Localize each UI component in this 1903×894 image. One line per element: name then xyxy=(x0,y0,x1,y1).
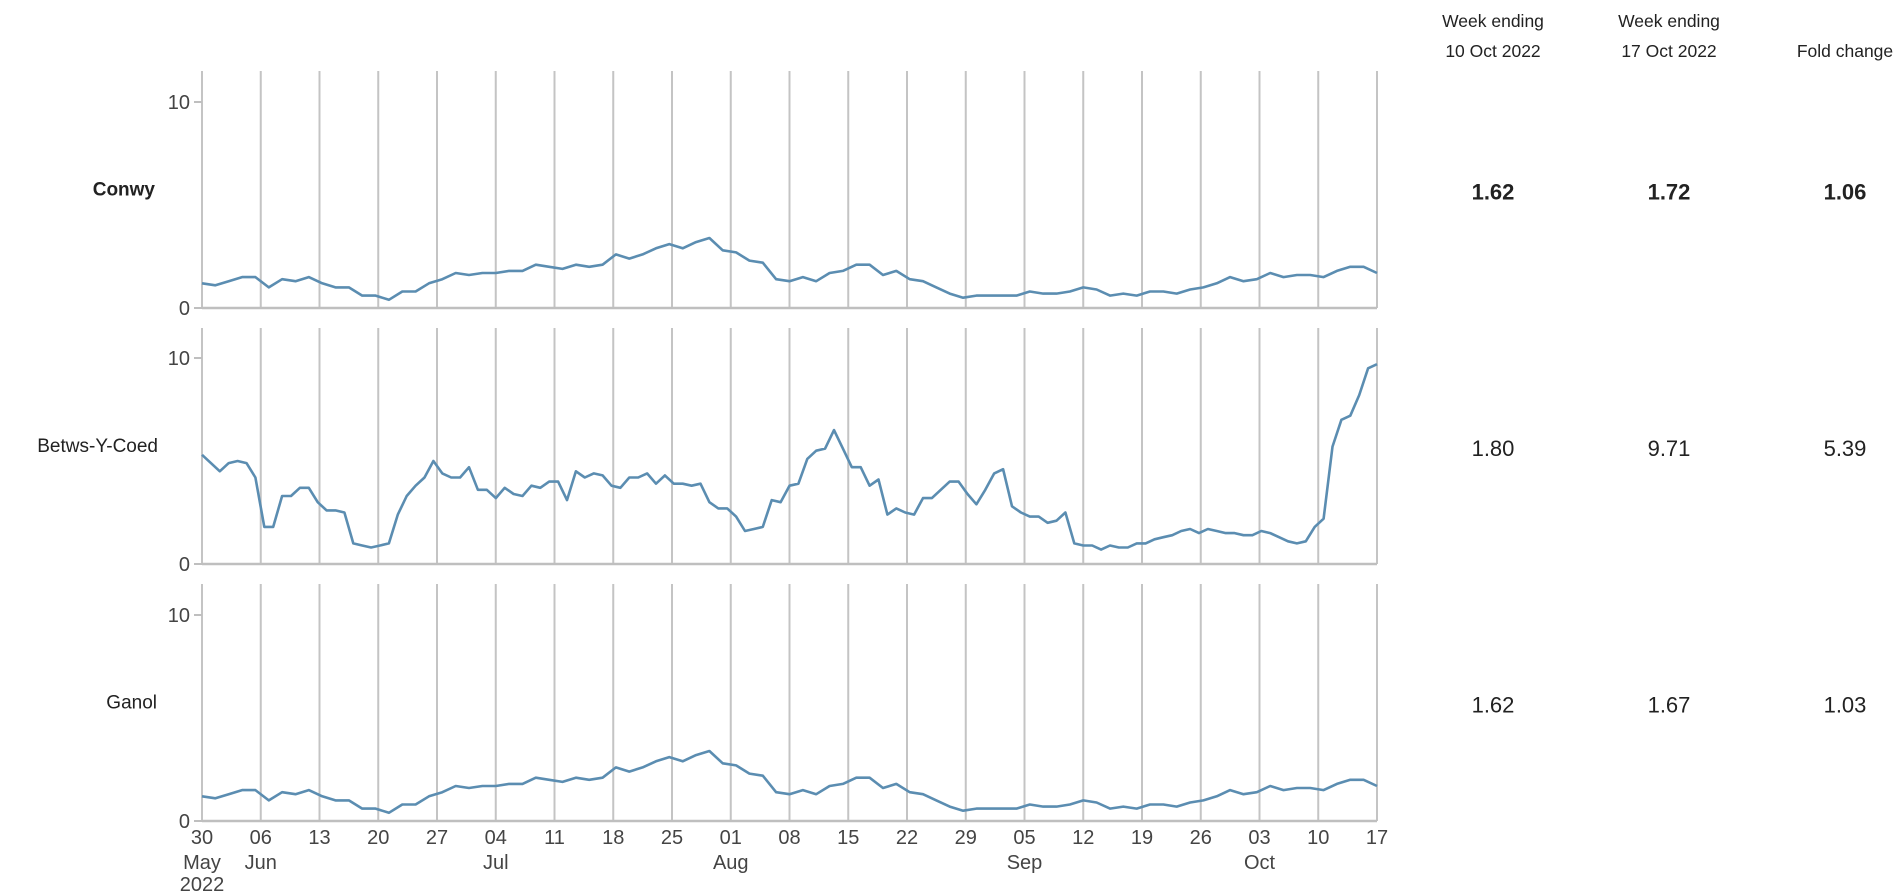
x-tick-label-day: 04 xyxy=(485,827,507,849)
panel-conwy: 0 10 Conwy 1.62 1.72 1.06 xyxy=(93,71,1867,320)
panels: 0 10 Conwy 1.62 1.72 1.06 0 10 Betws-Y-Coed 1.80 9… xyxy=(37,71,1866,833)
x-tick-label-day: 20 xyxy=(367,827,389,849)
panel-ganol: 0 10 Ganol 1.62 1.67 1.03 xyxy=(106,584,1866,833)
x-tick-label-day: 26 xyxy=(1190,827,1212,849)
x-tick-label-day: 05 xyxy=(1013,827,1035,849)
x-tick-label-day: 17 xyxy=(1366,827,1388,849)
cell-fold-change: 1.06 xyxy=(1824,180,1867,205)
x-tick-label-day: 01 xyxy=(720,827,742,849)
y-tick-label: 10 xyxy=(168,348,190,370)
cell-week-10-oct: 1.80 xyxy=(1472,436,1515,461)
site-label: Betws-Y-Coed xyxy=(37,436,158,457)
cell-week-17-oct: 1.72 xyxy=(1648,180,1691,205)
x-tick-label-day: 18 xyxy=(602,827,624,849)
x-tick-label-day: 03 xyxy=(1248,827,1270,849)
x-tick-label-day: 22 xyxy=(896,827,918,849)
y-tick-label: 0 xyxy=(179,298,190,320)
series-line-betws-y-coed xyxy=(201,363,1378,551)
y-tick-label: 0 xyxy=(179,811,190,833)
col-header-week-10-oct-line2: 10 Oct 2022 xyxy=(1445,41,1540,61)
col-header-week-10-oct-line1: Week ending xyxy=(1442,11,1544,31)
x-tick-label-day: 08 xyxy=(778,827,800,849)
x-tick-label-month: Sep xyxy=(1007,852,1043,874)
y-tick-label: 0 xyxy=(179,554,190,576)
x-tick-label-day: 13 xyxy=(308,827,330,849)
col-header-week-17-oct-line1: Week ending xyxy=(1618,11,1720,31)
x-tick-label-year: 2022 xyxy=(180,874,225,894)
cell-week-17-oct: 9.71 xyxy=(1648,436,1691,461)
cell-week-17-oct: 1.67 xyxy=(1648,693,1691,718)
site-label: Conwy xyxy=(93,180,156,201)
panel-betws-y-coed: 0 10 Betws-Y-Coed 1.80 9.71 5.39 xyxy=(37,328,1866,576)
x-tick-label-day: 19 xyxy=(1131,827,1153,849)
x-tick-label-day: 15 xyxy=(837,827,859,849)
x-tick-label-day: 27 xyxy=(426,827,448,849)
x-tick-label-month: Jul xyxy=(483,852,509,874)
x-tick-label-day: 10 xyxy=(1307,827,1329,849)
y-tick-label: 10 xyxy=(168,605,190,627)
cell-fold-change: 1.03 xyxy=(1824,693,1867,718)
x-tick-label-month: May xyxy=(183,852,221,874)
x-tick-label-day: 06 xyxy=(250,827,272,849)
cell-week-10-oct: 1.62 xyxy=(1472,693,1515,718)
x-tick-label-day: 25 xyxy=(661,827,683,849)
site-label: Ganol xyxy=(106,693,157,714)
x-tick-label-day: 12 xyxy=(1072,827,1094,849)
x-tick-label-month: Jun xyxy=(245,852,277,874)
y-tick-label: 10 xyxy=(168,92,190,114)
x-tick-label-month: Oct xyxy=(1244,852,1276,874)
x-tick-label-day: 29 xyxy=(955,827,977,849)
table-header: Week ending 10 Oct 2022 Week ending 17 O… xyxy=(1442,11,1893,61)
cell-fold-change: 5.39 xyxy=(1824,436,1867,461)
series-line-ganol xyxy=(201,749,1378,815)
col-header-fold-change: Fold change xyxy=(1797,41,1893,61)
x-tick-label-day: 30 xyxy=(191,827,213,849)
cell-week-10-oct: 1.62 xyxy=(1472,180,1515,205)
x-tick-label-day: 11 xyxy=(544,827,565,849)
series-line-conwy xyxy=(201,236,1378,302)
col-header-week-17-oct-line2: 17 Oct 2022 xyxy=(1621,41,1716,61)
x-tick-label-month: Aug xyxy=(713,852,749,874)
